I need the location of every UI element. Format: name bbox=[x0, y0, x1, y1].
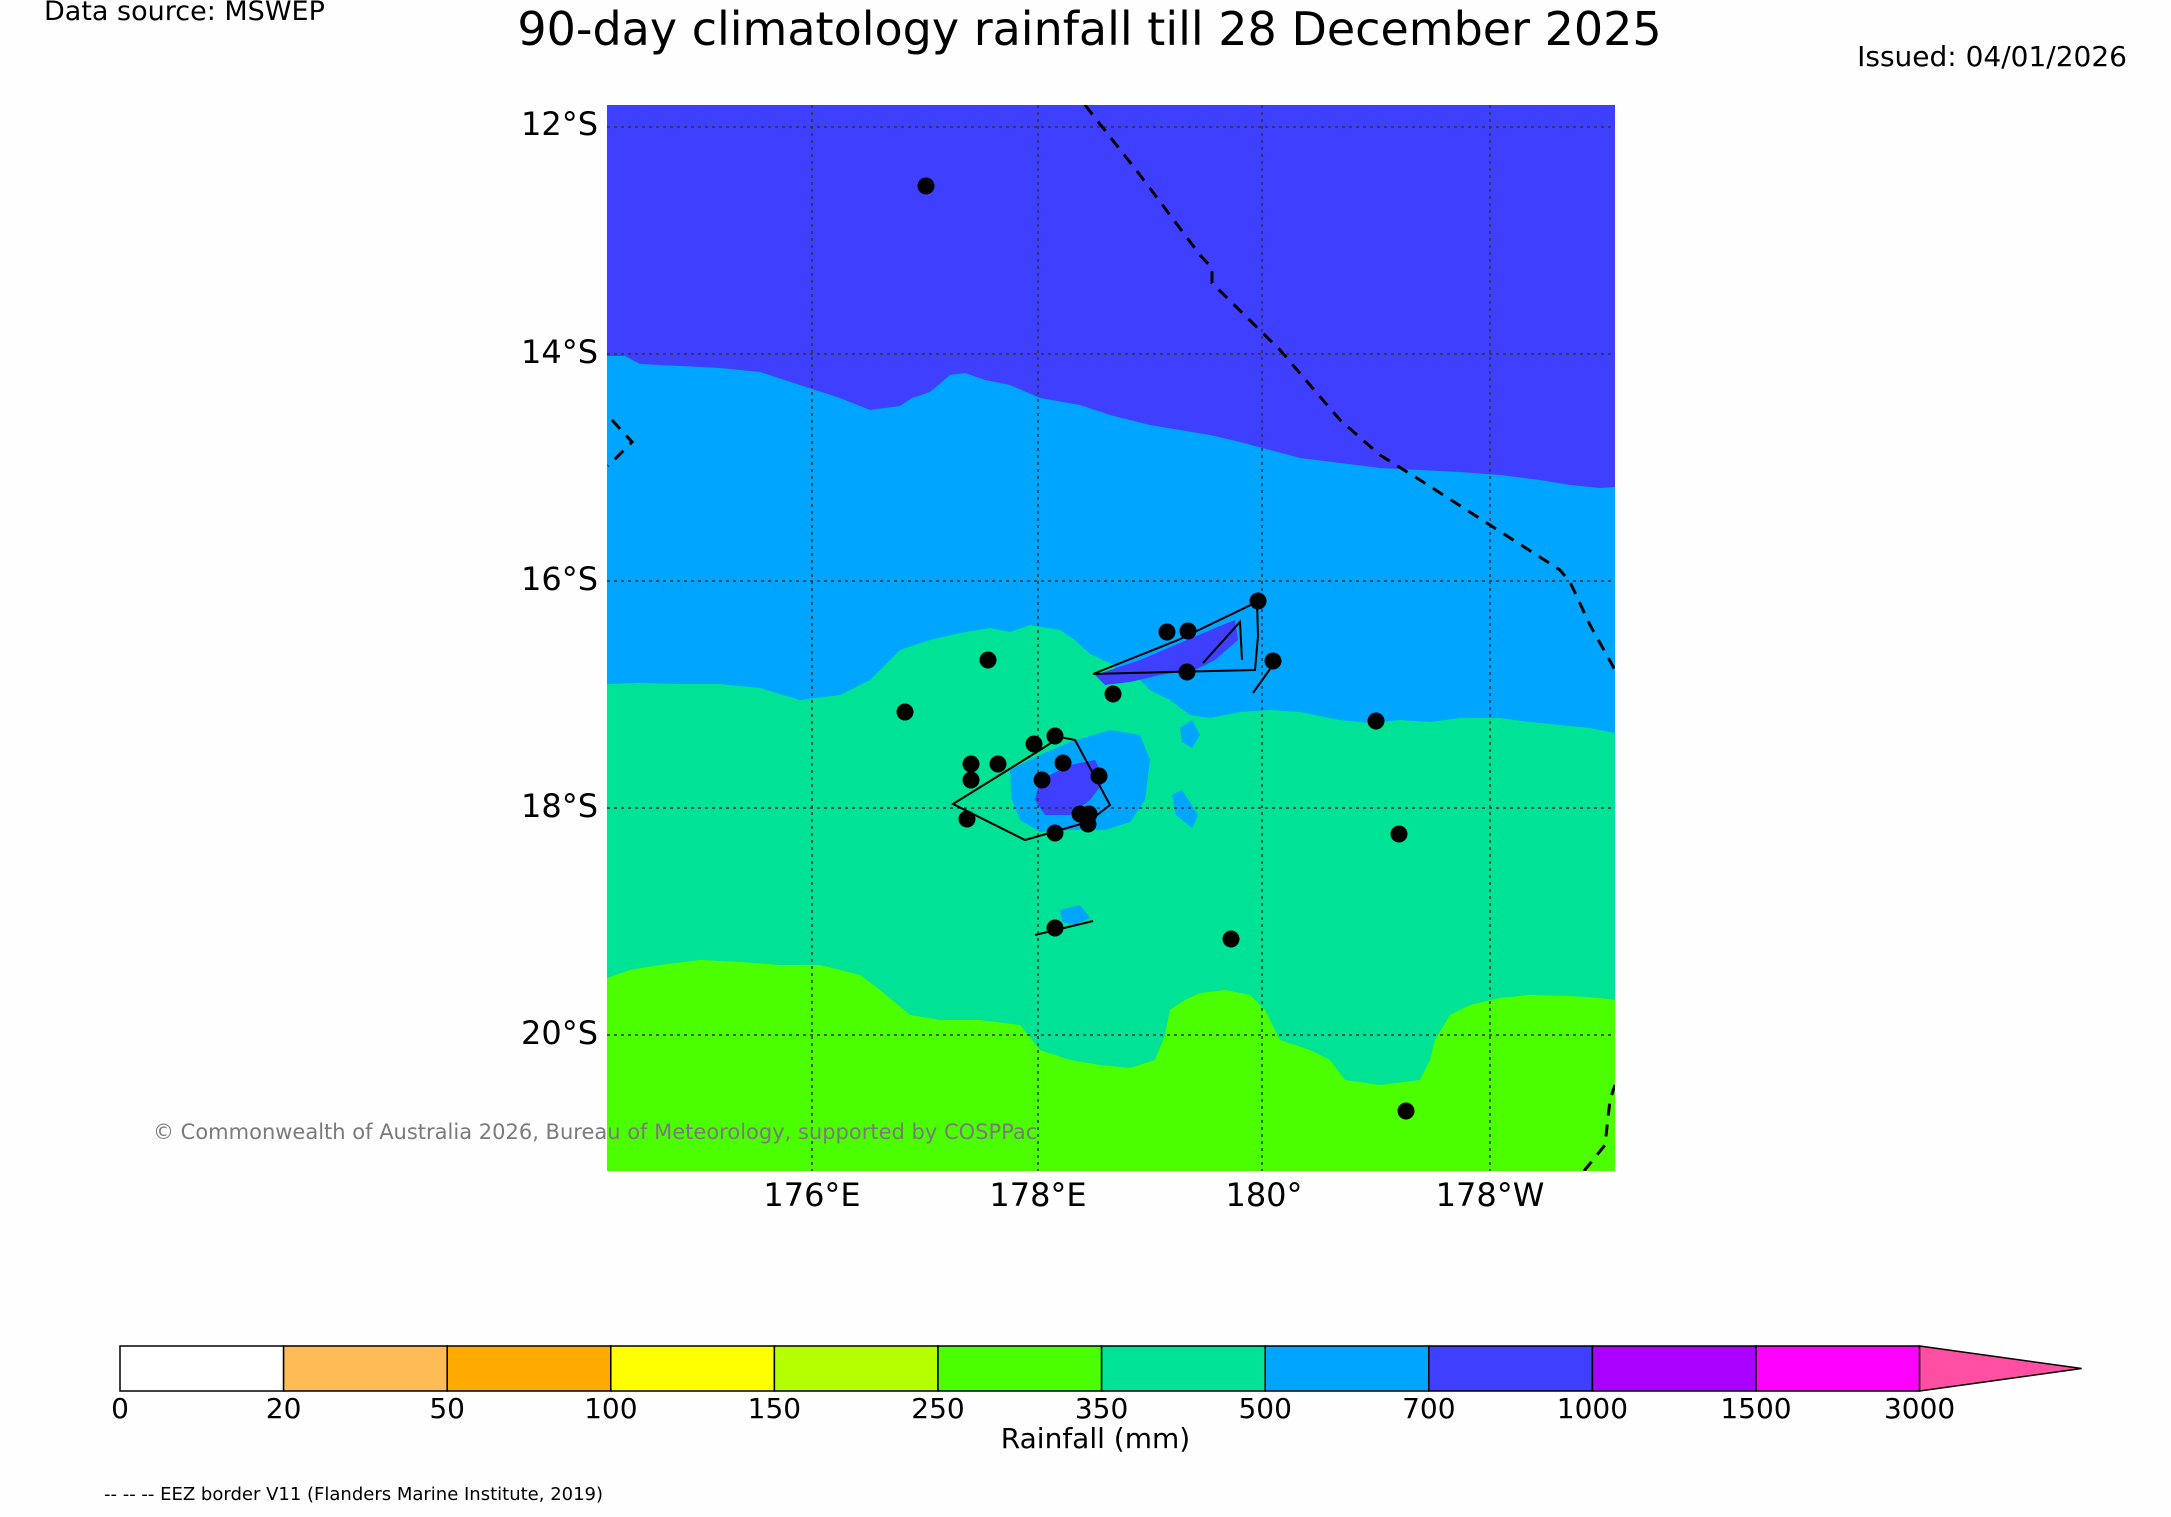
rain-patch-viti-levu-core bbox=[1035, 760, 1105, 815]
colorbar-segment bbox=[937, 1345, 1103, 1392]
map-title: 90-day climatology rainfall till 28 Dece… bbox=[0, 2, 2171, 56]
eez-border bbox=[607, 105, 1615, 1171]
colorbar-segment bbox=[1591, 1345, 1757, 1392]
station-dot bbox=[979, 651, 997, 669]
colorbar bbox=[119, 1345, 2082, 1392]
map-title-text: 90-day climatology rainfall till 28 Dece… bbox=[517, 2, 1662, 56]
station-dot bbox=[958, 810, 976, 828]
coast-vanua-levu bbox=[1092, 600, 1260, 675]
station-dot bbox=[1025, 735, 1043, 753]
colorbar-tick-label: 50 bbox=[429, 1392, 465, 1425]
colorbar-tick-label: 250 bbox=[911, 1392, 965, 1425]
colorbar-tick-label: 500 bbox=[1238, 1392, 1292, 1425]
colorbar-segment bbox=[446, 1345, 612, 1392]
lat-label-18s: 18°S bbox=[520, 787, 598, 825]
colorbar-tick-label: 20 bbox=[265, 1392, 302, 1425]
station-dot bbox=[1249, 592, 1267, 610]
colorbar-segment bbox=[282, 1345, 448, 1392]
rain-patch-small-2 bbox=[1172, 790, 1198, 828]
colorbar-tick-label: 100 bbox=[584, 1392, 638, 1425]
station-points bbox=[896, 177, 1415, 1120]
colorbar-tick-label: 0 bbox=[111, 1392, 129, 1425]
issued-date: Issued: 04/01/2026 bbox=[1857, 40, 2127, 73]
lat-label-14s: 14°S bbox=[520, 333, 598, 371]
data-source-label: Data source: MSWEP bbox=[44, 0, 325, 27]
rain-patch-small-3 bbox=[1060, 905, 1090, 925]
colorbar-segment bbox=[773, 1345, 939, 1392]
lat-label-20s: 20°S bbox=[520, 1014, 598, 1052]
colorbar-segment bbox=[1264, 1345, 1430, 1392]
rain-patch-small-1 bbox=[1180, 720, 1200, 748]
colorbar-segment bbox=[1428, 1345, 1594, 1392]
station-dot bbox=[1046, 919, 1064, 937]
station-dot bbox=[1367, 712, 1385, 730]
station-dot bbox=[1179, 622, 1197, 640]
station-dot bbox=[917, 177, 935, 195]
colorbar-segment bbox=[119, 1345, 285, 1392]
lat-label-12s: 12°S bbox=[520, 105, 598, 143]
colorbar-tick-label: 1000 bbox=[1556, 1392, 1629, 1425]
lon-label-176e: 176°E bbox=[763, 1176, 861, 1214]
lon-label-178e: 178°E bbox=[989, 1176, 1087, 1214]
colorbar-tick-label: 1500 bbox=[1720, 1392, 1792, 1425]
station-dot bbox=[1046, 824, 1064, 842]
colorbar-segment bbox=[1100, 1345, 1266, 1392]
station-dot bbox=[1390, 825, 1408, 843]
colorbar-extend-arrow bbox=[1918, 1345, 2082, 1392]
colorbar-segment bbox=[610, 1345, 776, 1392]
station-dot bbox=[1178, 663, 1196, 681]
station-dot bbox=[962, 771, 980, 789]
colorbar-tick-label: 700 bbox=[1402, 1392, 1456, 1425]
station-dot bbox=[1046, 727, 1064, 745]
colorbar-tick-label: 350 bbox=[1074, 1392, 1129, 1425]
rain-patch-vanua-levu bbox=[1095, 620, 1238, 685]
coast-kadavu bbox=[1034, 920, 1094, 936]
station-dot bbox=[1079, 815, 1097, 833]
coast-vanua-levu-inner bbox=[1202, 619, 1243, 664]
station-dot bbox=[1104, 685, 1122, 703]
station-dot bbox=[1158, 623, 1176, 641]
station-dot bbox=[1054, 754, 1072, 772]
rain-band-250-350 bbox=[607, 960, 1615, 1171]
station-dot bbox=[1090, 767, 1108, 785]
station-dot bbox=[989, 755, 1007, 773]
colorbar-segment bbox=[1755, 1345, 1921, 1392]
station-dot bbox=[962, 755, 980, 773]
colorbar-label: Rainfall (mm) bbox=[1000, 1422, 1191, 1455]
colorbar-tick-label: 150 bbox=[747, 1392, 802, 1425]
lon-label-178w: 178°W bbox=[1435, 1176, 1545, 1214]
lon-label-180: 180° bbox=[1225, 1176, 1303, 1214]
copyright-notice: © Commonwealth of Australia 2026, Bureau… bbox=[153, 1120, 1038, 1144]
colorbar-tick-label: 3000 bbox=[1883, 1392, 1956, 1425]
station-dot bbox=[1397, 1102, 1415, 1120]
station-dot bbox=[1033, 771, 1051, 789]
station-dot bbox=[1222, 930, 1240, 948]
eez-legend-note: -- -- -- EEZ border V11 (Flanders Marine… bbox=[104, 1484, 604, 1505]
lat-label-16s: 16°S bbox=[520, 560, 598, 598]
station-dot bbox=[1264, 652, 1282, 670]
station-dot bbox=[896, 703, 914, 721]
graticule bbox=[607, 105, 1615, 1171]
